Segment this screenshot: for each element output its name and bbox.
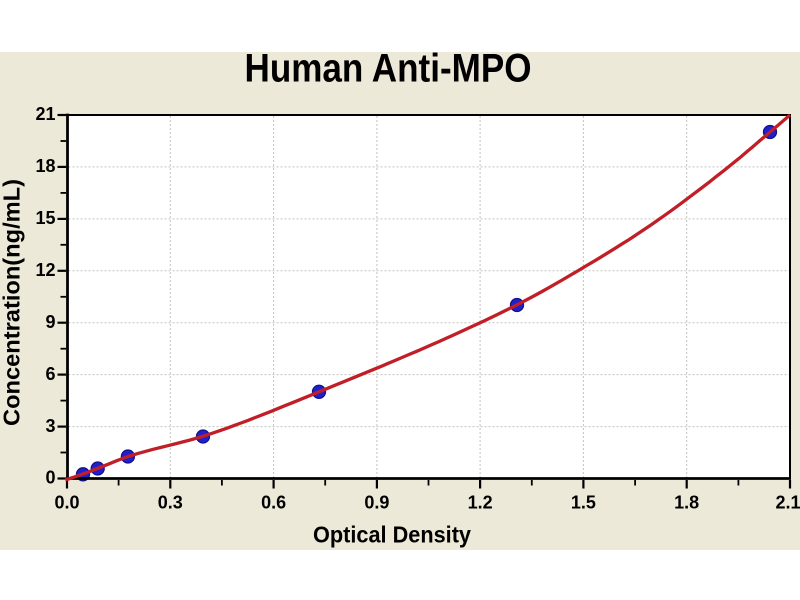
svg-text:3: 3 [45,416,55,436]
svg-text:0.3: 0.3 [158,493,183,513]
svg-text:0.6: 0.6 [261,493,286,513]
svg-text:0.0: 0.0 [54,493,79,513]
svg-text:21: 21 [35,104,55,124]
svg-text:0: 0 [45,468,55,488]
svg-text:0.9: 0.9 [364,493,389,513]
svg-text:6: 6 [45,364,55,384]
svg-text:1.5: 1.5 [571,493,596,513]
svg-text:12: 12 [35,260,55,280]
svg-text:Concentration(ng/mL): Concentration(ng/mL) [0,179,25,426]
svg-text:18: 18 [35,156,55,176]
svg-text:2.1: 2.1 [775,493,800,513]
svg-text:15: 15 [35,208,55,228]
svg-text:Human Anti-MPO: Human Anti-MPO [245,47,532,91]
svg-text:1.2: 1.2 [468,493,493,513]
svg-text:1.8: 1.8 [674,493,699,513]
svg-text:9: 9 [45,312,55,332]
svg-text:Optical Density: Optical Density [313,522,471,548]
